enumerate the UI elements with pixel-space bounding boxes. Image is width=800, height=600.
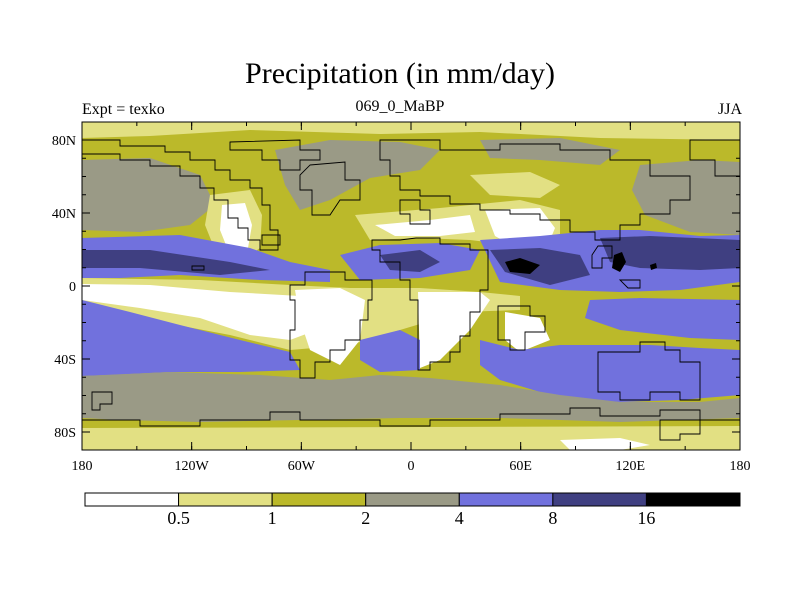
field-antarctic-dry: [560, 438, 650, 450]
field-indian-wet: [480, 340, 740, 402]
coast-greenland: [299, 161, 361, 216]
colorbar-swatch: [552, 492, 647, 507]
y-tick-label: 40S: [54, 353, 76, 368]
coastlines: [82, 139, 740, 441]
field-max-monsoon: [505, 258, 540, 274]
x-axis: 180 120W 60W 0 60E 120E 180: [72, 122, 751, 474]
x-tick-label: 60E: [509, 459, 532, 474]
colorbar-swatch: [271, 492, 367, 507]
x-tick-label: 0: [408, 459, 415, 474]
field-natlantic-grey: [275, 140, 440, 210]
field-asia-light: [470, 172, 560, 198]
x-tick-label: 120W: [175, 459, 210, 474]
colorbar-label: 16: [637, 508, 655, 528]
coast-namerica: [82, 139, 279, 251]
x-tick-label: 60W: [288, 459, 316, 474]
coast-small-isles: [191, 234, 281, 271]
coast-arctic-islands: [229, 139, 321, 171]
colorbar-label: 2: [361, 508, 370, 528]
coast-africa: [371, 237, 489, 371]
field-satlantic-wet: [360, 330, 420, 372]
field-north-light: [82, 122, 740, 140]
coast-samerica: [289, 271, 373, 379]
x-tick-label: 180: [72, 459, 93, 474]
x-tick-label: 180: [730, 459, 751, 474]
field-spacific-wet: [82, 300, 300, 376]
field-siberia-grey: [480, 138, 620, 165]
field-southern-grey: [82, 372, 740, 422]
field-monsoon-core: [490, 248, 590, 285]
field-sahara-dry: [375, 215, 475, 236]
field-indian-wet-east: [585, 298, 740, 340]
field-africa-dry: [418, 292, 490, 368]
coast-indonesia: [618, 279, 641, 289]
field-africa-wet: [380, 250, 440, 272]
colorbar-label: 4: [455, 508, 464, 528]
colorbar: 0.5 1 2 4 8 16: [84, 492, 741, 528]
colorbar-label: 8: [548, 508, 557, 528]
colorbar-swatch: [645, 492, 741, 507]
time-label: 069_0_MaBP: [355, 98, 445, 115]
coast-antarctic-pen: [91, 391, 113, 411]
colorbar-label: 0.5: [167, 508, 190, 528]
coast-india: [497, 305, 546, 351]
y-tick-label: 40N: [52, 207, 76, 222]
field-wpacific-core: [600, 236, 740, 270]
field-npacific-grey-east: [632, 160, 740, 235]
coast-siberia-east: [689, 139, 740, 177]
coast-australia: [597, 341, 701, 401]
coast-antarctica: [82, 407, 740, 427]
colorbar-swatch: [365, 492, 460, 507]
y-tick-label: 80N: [52, 134, 76, 149]
coast-eurasia: [379, 139, 691, 241]
field-itcz-pacific-core: [82, 250, 270, 275]
field-samerica-dry: [295, 288, 365, 365]
field-max-speck: [650, 263, 657, 270]
colorbar-label: 1: [268, 508, 277, 528]
y-tick-label: 80S: [54, 426, 76, 441]
map-title: Precipitation (in mm/day): [245, 57, 555, 90]
coast-europe-islands: [399, 199, 431, 225]
coast-seasia: [591, 245, 613, 269]
colorbar-swatch: [178, 492, 273, 507]
experiment-label: Expt = texko: [82, 101, 165, 118]
field-eq-dry-pacific: [82, 284, 350, 340]
colorbar-swatch: [84, 492, 180, 507]
y-axis: 80N 40N 0 40S 80S: [52, 134, 740, 441]
colorbar-swatch: [458, 492, 554, 507]
coast-antarctic-east: [659, 419, 701, 441]
y-tick-label: 0: [69, 280, 76, 295]
x-tick-label: 120E: [616, 459, 646, 474]
precip-field: [82, 122, 740, 450]
field-max-wpacific: [612, 252, 626, 272]
field-npacific-grey: [82, 158, 215, 232]
season-label: JJA: [717, 101, 742, 118]
